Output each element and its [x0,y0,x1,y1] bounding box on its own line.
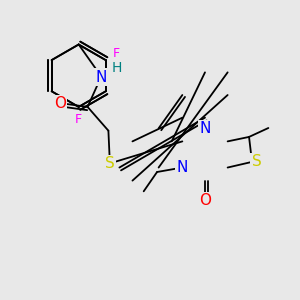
Text: S: S [252,154,261,169]
Text: O: O [54,96,66,111]
Text: F: F [113,47,120,60]
Text: O: O [199,193,211,208]
Text: N: N [199,121,211,136]
Text: N: N [95,70,106,85]
Text: F: F [75,113,82,126]
Text: H: H [111,61,122,75]
Text: F: F [113,47,120,60]
Text: S: S [105,156,115,171]
Text: F: F [75,113,82,126]
Text: N: N [177,160,188,175]
